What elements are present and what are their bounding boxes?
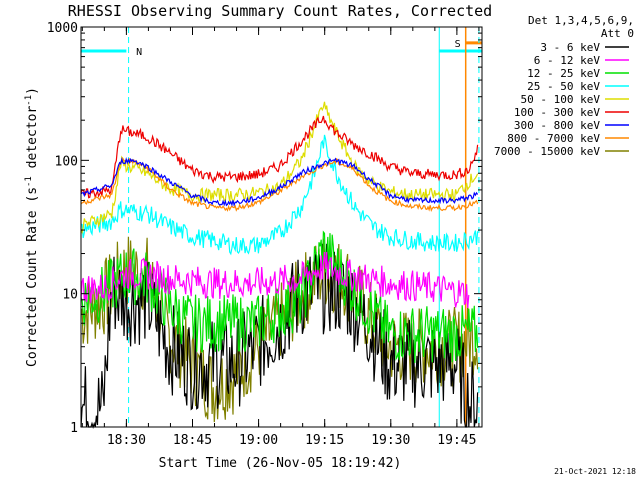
legend-label: 100 - 300 keV xyxy=(514,106,600,119)
series-line xyxy=(80,134,479,256)
legend-label: 300 - 800 keV xyxy=(514,119,600,132)
x-tick-label: 18:45 xyxy=(173,433,212,448)
plot-area: NS xyxy=(80,27,482,429)
x-tick-label: 19:30 xyxy=(371,433,410,448)
y-tick-label: 1000 xyxy=(47,21,78,36)
series-line xyxy=(80,230,479,364)
chart-title: RHESSI Observing Summary Count Rates, Co… xyxy=(68,2,492,20)
markers-layer: NS xyxy=(81,27,482,427)
x-tick-label: 19:45 xyxy=(437,433,476,448)
series-line xyxy=(80,115,479,200)
x-tick-label: 19:00 xyxy=(239,433,278,448)
y-axis-label: Corrected Count Rate (s-1 detector-1) xyxy=(24,87,40,367)
legend-label: 25 - 50 keV xyxy=(527,80,600,93)
saa-marker-label: S xyxy=(455,39,461,50)
x-tick-label: 19:15 xyxy=(305,433,344,448)
legend-label: 7000 - 15000 keV xyxy=(494,145,600,158)
axes-layer: 1000 100 10 1 18:30 18:45 19:00 19:15 19:30 19:45 xyxy=(47,21,482,448)
series-line xyxy=(80,251,470,309)
series-line xyxy=(80,101,479,235)
y-tick-label: 10 xyxy=(62,288,78,303)
legend-header-line2: Att 0 xyxy=(601,27,634,40)
x-tick-label: 18:30 xyxy=(107,433,146,448)
legend-label: 800 - 7000 keV xyxy=(507,132,600,145)
series-line xyxy=(80,156,479,208)
night-marker-label: N xyxy=(136,47,142,58)
x-axis-label: Start Time (26-Nov-05 18:19:42) xyxy=(159,456,402,471)
legend-label: 50 - 100 keV xyxy=(521,93,601,106)
plot-frame xyxy=(80,26,483,428)
timestamp: 21-Oct-2021 12:18 xyxy=(554,467,636,476)
legend-label: 3 - 6 keV xyxy=(540,41,600,54)
series-line xyxy=(80,157,479,213)
legend-label: 12 - 25 keV xyxy=(527,67,600,80)
y-tick-label: 1 xyxy=(70,421,78,436)
legend-header-line1: Det 1,3,4,5,6,9, xyxy=(528,14,634,27)
series-layer xyxy=(80,101,479,429)
y-tick-label: 100 xyxy=(55,154,78,169)
legend-label: 6 - 12 keV xyxy=(534,54,601,67)
